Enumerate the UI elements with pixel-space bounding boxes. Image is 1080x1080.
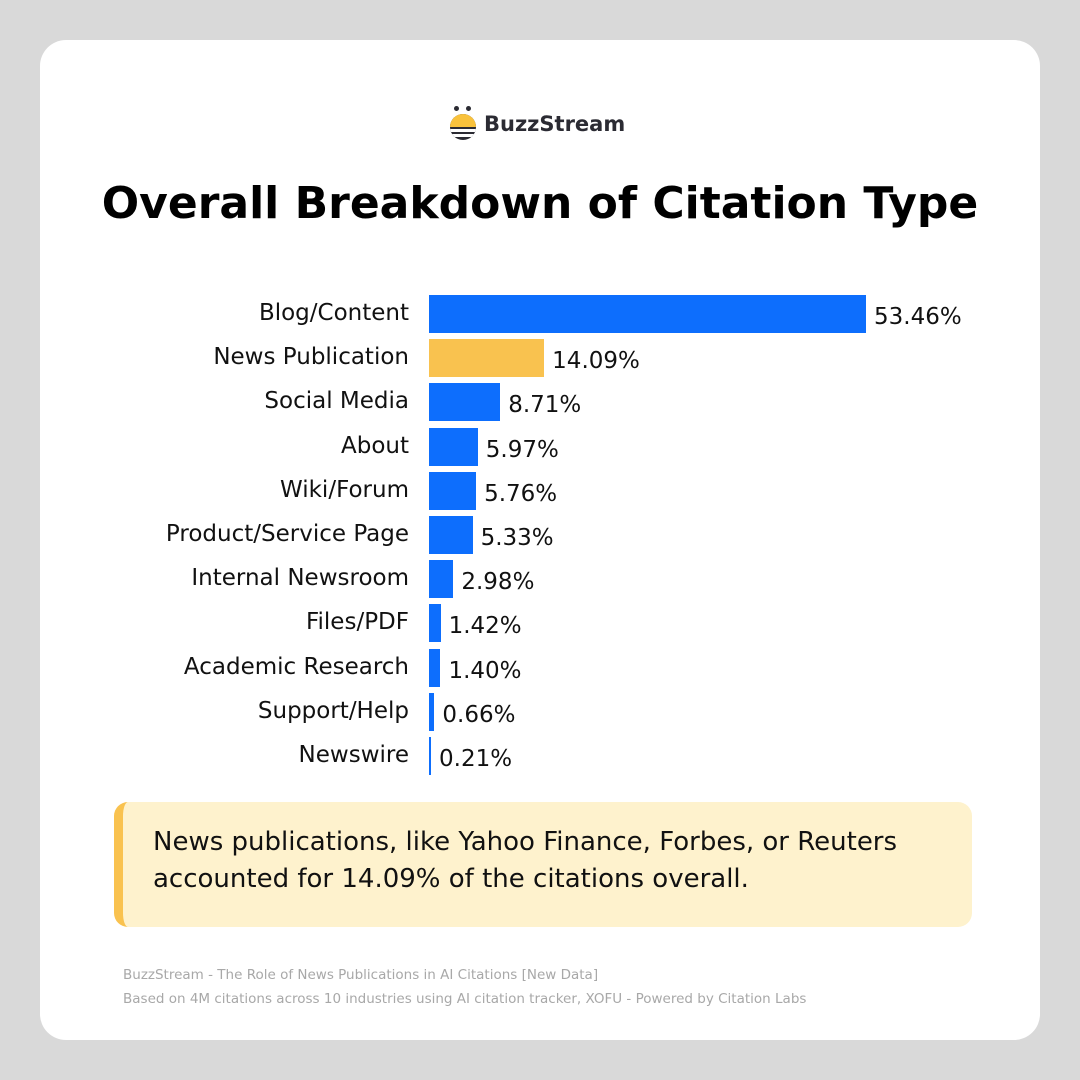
bar [429, 471, 477, 510]
bar [429, 692, 435, 731]
bar [429, 560, 454, 599]
chart-row: Academic Research 1.40% [0, 648, 1080, 689]
category-label: About [340, 432, 409, 459]
value-label: 1.40% [448, 657, 522, 684]
chart-row: Newswire 0.21% [0, 737, 1080, 777]
callout-box: News publications, like Yahoo Finance, F… [114, 802, 972, 927]
value-label: 14.09% [552, 348, 640, 375]
footer-source: BuzzStream - The Role of News Publicatio… [123, 967, 599, 983]
footer-note: Based on 4M citations across 10 industri… [123, 991, 807, 1007]
category-label: Product/Service Page [165, 521, 409, 547]
category-label: Internal Newsroom [191, 565, 409, 592]
category-label: Newswire [298, 742, 409, 768]
category-label: Support/Help [257, 697, 409, 724]
chart-row: Support/Help 0.66% [0, 692, 1080, 733]
callout-text: News publications, like Yahoo Finance, F… [153, 827, 898, 894]
category-label: Files/PDF [305, 609, 409, 636]
value-label: 5.76% [484, 480, 558, 507]
brand-name: BuzzStream [484, 112, 626, 136]
category-label: Blog/Content [258, 300, 409, 326]
chart-row: About 5.97% [0, 427, 1080, 468]
value-label: 0.66% [442, 701, 516, 728]
bar [429, 295, 866, 333]
bar [429, 339, 545, 378]
brand-logo: BuzzStream [450, 106, 625, 142]
bar [429, 737, 431, 775]
value-label: 1.42% [448, 613, 522, 640]
bar [429, 516, 473, 554]
bar [429, 427, 478, 466]
value-label: 8.71% [508, 392, 582, 419]
bar [429, 648, 441, 687]
bar [429, 604, 441, 643]
chart-row: News Publication 14.09% [0, 339, 1080, 379]
chart-row: Files/PDF 1.42% [0, 604, 1080, 644]
value-label: 5.97% [485, 436, 559, 463]
chart-title: Overall Breakdown of Citation Type [101, 178, 979, 229]
value-label: 5.33% [480, 525, 554, 551]
value-label: 0.21% [439, 746, 513, 772]
bar [429, 383, 501, 422]
category-label: Wiki/Forum [279, 476, 409, 503]
chart-row: Product/Service Page 5.33% [0, 516, 1080, 556]
bee-logo-icon [450, 106, 476, 142]
chart-row: Internal Newsroom 2.98% [0, 560, 1080, 600]
chart-row: Social Media 8.71% [0, 383, 1080, 423]
value-label: 2.98% [461, 569, 535, 596]
value-label: 53.46% [874, 304, 962, 330]
category-label: Social Media [264, 388, 409, 415]
chart-row: Blog/Content 53.46% [0, 295, 1080, 335]
category-label: News Publication [213, 344, 409, 371]
chart-row: Wiki/Forum 5.76% [0, 471, 1080, 512]
category-label: Academic Research [183, 653, 409, 680]
